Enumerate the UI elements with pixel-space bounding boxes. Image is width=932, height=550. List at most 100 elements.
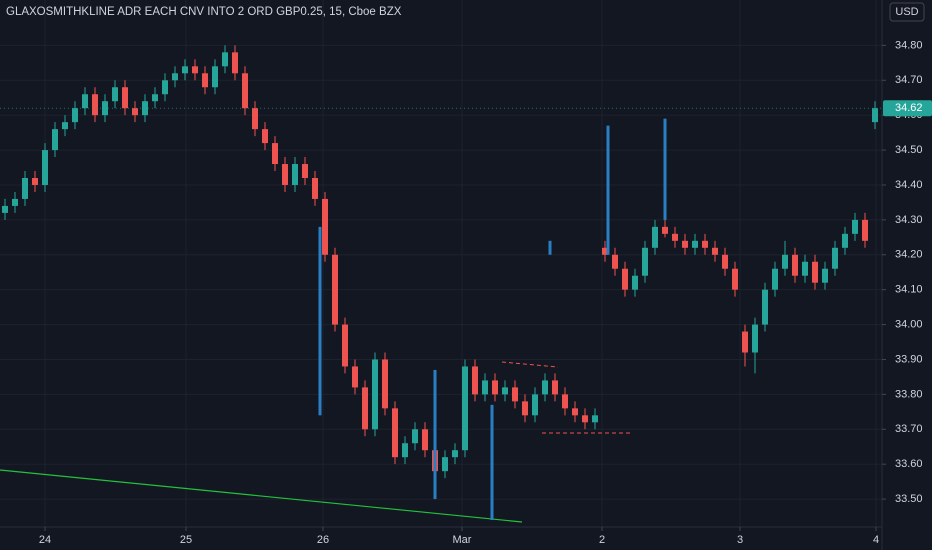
candle-body <box>42 150 48 185</box>
spike-bar <box>318 226 322 416</box>
candle-body <box>22 177 28 199</box>
candle-body <box>392 408 398 458</box>
candle-body <box>462 366 468 451</box>
candle-body <box>802 261 808 276</box>
candle-body <box>552 380 558 395</box>
candle-body <box>822 268 828 283</box>
candle-body <box>62 122 68 130</box>
candle-body <box>642 247 648 276</box>
y-tick-label: 34.80 <box>895 39 923 51</box>
candle-body <box>582 415 588 423</box>
candle-body <box>112 87 118 102</box>
x-tick-label: 24 <box>39 534 51 546</box>
candle-body <box>472 366 478 395</box>
candle-body <box>482 380 488 395</box>
y-tick-label: 34.50 <box>895 144 923 156</box>
candle-body <box>792 254 798 276</box>
y-tick-label: 33.60 <box>895 458 923 470</box>
candle-body <box>572 408 578 416</box>
candle-body <box>122 87 128 109</box>
candle-body <box>232 52 238 74</box>
y-tick-label: 33.90 <box>895 353 923 365</box>
candle-body <box>682 240 688 248</box>
x-tick-label: 2 <box>599 534 605 546</box>
candle-body <box>762 289 768 325</box>
candle-body <box>662 226 668 234</box>
x-tick-label: 25 <box>180 534 192 546</box>
candle-body <box>752 324 758 353</box>
currency-box[interactable] <box>889 2 925 22</box>
candle-body <box>92 94 98 116</box>
candle-body <box>332 254 338 325</box>
y-tick-label: 34.20 <box>895 249 923 261</box>
candle-body <box>492 380 498 395</box>
candle-body <box>252 108 258 130</box>
candle-body <box>312 177 318 199</box>
candle-body <box>342 324 348 367</box>
candle-body <box>842 233 848 248</box>
candle-body <box>692 240 698 248</box>
grid <box>0 0 882 527</box>
candle-body <box>622 268 628 290</box>
candle-body <box>402 443 408 458</box>
candle-body <box>162 80 168 95</box>
candle-body <box>322 198 328 255</box>
candle-body <box>712 247 718 255</box>
y-tick-label: 33.70 <box>895 423 923 435</box>
trend-line <box>0 469 523 523</box>
candle-body <box>82 94 88 109</box>
candle-body <box>632 275 638 290</box>
candle-body <box>732 268 738 290</box>
candle-body <box>262 129 268 144</box>
candle-body <box>172 73 178 81</box>
chart-title: GLAXOSMITHKLINE ADR EACH CNV INTO 2 ORD … <box>6 6 402 18</box>
y-tick-label: 34.70 <box>895 74 923 86</box>
x-tick-label: 4 <box>873 534 879 546</box>
candle-body <box>152 94 158 102</box>
candle-body <box>652 226 658 248</box>
y-tick-label: 34.40 <box>895 179 923 191</box>
candle-body <box>222 52 228 67</box>
candle-body <box>612 254 618 269</box>
candle-body <box>602 247 608 255</box>
candle-body <box>422 429 428 451</box>
candle-body <box>502 387 508 395</box>
y-tick-label: 34.30 <box>895 214 923 226</box>
candle-body <box>862 219 868 241</box>
candle-body <box>542 380 548 395</box>
x-tick-label: Mar <box>453 534 472 546</box>
candle-body <box>272 143 278 165</box>
candle-body <box>32 177 38 185</box>
candle-body <box>722 254 728 269</box>
candles <box>2 45 878 521</box>
y-tick-label: 34.00 <box>895 318 923 330</box>
candle-body <box>282 164 288 185</box>
candle-body <box>372 359 378 430</box>
spike-bar <box>433 369 437 500</box>
candle-body <box>782 254 788 269</box>
currency[interactable]: USD <box>895 6 918 18</box>
candle-body <box>12 198 18 206</box>
last-price-label: 34.62 <box>895 102 923 114</box>
candle-body <box>742 331 748 353</box>
candle-body <box>442 457 448 472</box>
candle-body <box>202 73 208 88</box>
candle-body <box>522 401 528 416</box>
candle-body <box>132 108 138 116</box>
candle-body <box>292 164 298 185</box>
candle-body <box>242 73 248 109</box>
candle-body <box>302 164 308 178</box>
candle-body <box>452 450 458 458</box>
candle-body <box>592 415 598 423</box>
candle-body <box>512 387 518 402</box>
candle-body <box>382 359 388 409</box>
candle-body <box>832 247 838 269</box>
candle-body <box>872 108 878 123</box>
candle-body <box>52 129 58 151</box>
candle-body <box>812 261 818 283</box>
dashed-line <box>501 361 559 368</box>
y-tick-label: 33.80 <box>895 388 923 400</box>
spike-bar <box>548 240 552 255</box>
candle-body <box>772 268 778 290</box>
